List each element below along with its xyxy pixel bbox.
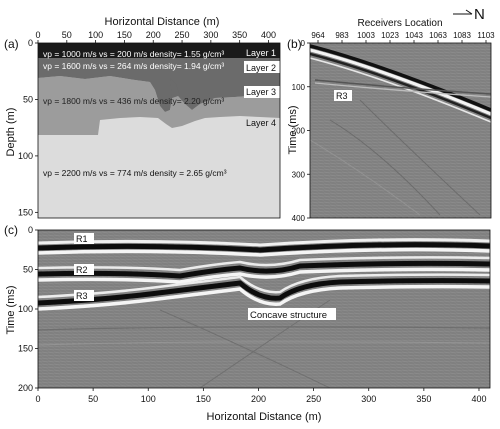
panel-b: (b) Receivers Location Time (ms) R3 964 9… (287, 18, 495, 223)
panel-c-label: (c) (4, 223, 18, 237)
panel-a-title: Horizontal Distance (m) (105, 16, 220, 28)
panel-a-ytick-label: 50 (23, 94, 33, 104)
panel-b-xtick-label: 1103 (477, 31, 495, 40)
panel-c-ytick-label: 150 (18, 344, 33, 354)
panel-c-xtick-label: 200 (251, 394, 266, 404)
event-r2-label: R2 (76, 265, 88, 275)
panel-c-ytick-label: 50 (23, 265, 33, 275)
panel-c-xtick-label: 150 (196, 394, 211, 404)
panel-a-xtick-label: 100 (88, 30, 103, 40)
layer-3-region (38, 76, 280, 135)
panel-c-ytick-label: 200 (18, 383, 33, 393)
north-arrow: N (453, 6, 485, 23)
panel-a-label: (a) (4, 37, 19, 51)
panel-c-xtick-label: 350 (416, 394, 431, 404)
panel-c-ylabel: Time (ms) (5, 285, 17, 334)
panel-a-xtick-label: 350 (232, 30, 247, 40)
panel-a-xtick-label: 300 (203, 30, 218, 40)
panel-c-xtick-label: 0 (35, 394, 40, 404)
svg-text:Layer 4: Layer 4 (246, 118, 276, 128)
layer-4-props: vp = 2200 m/s vs = 774 m/s density = 2.6… (43, 168, 227, 178)
svg-text:Layer 3: Layer 3 (246, 87, 276, 97)
panel-a-ylabel: Depth (m) (5, 108, 17, 157)
panel-a-xtick-label: 400 (261, 30, 276, 40)
panel-b-xtick-label: 1043 (405, 31, 423, 40)
layer-1-region (38, 43, 280, 58)
layer-4-tag: Layer 4 (246, 118, 276, 128)
panel-b-title: Receivers Location (357, 18, 442, 29)
layer-2-tag: Layer 2 (244, 61, 280, 73)
panel-c-section (38, 238, 490, 388)
panel-a-xtick-label: 150 (117, 30, 132, 40)
svg-text:Layer 1: Layer 1 (246, 48, 276, 58)
panel-a-xtick-label: 250 (175, 30, 190, 40)
panel-c-ytick-label: 0 (28, 225, 33, 235)
panel-b-xtick-label: 1003 (357, 31, 375, 40)
panel-c-xtick-label: 250 (306, 394, 321, 404)
panel-b-xtick-label: 1023 (381, 31, 399, 40)
layer-3-props: vp = 1800 m/s vs = 436 m/s density= 2.20… (43, 96, 224, 106)
panel-c-ytick-label: 100 (18, 304, 33, 314)
panel-b-ytick-label: 400 (292, 214, 306, 223)
panel-a: (a) Horizontal Distance (m) Depth (m) vp… (4, 16, 281, 219)
panel-c-yticks: 0 50 100 150 200 (18, 225, 38, 393)
panel-b-ytick-label: 100 (292, 83, 306, 92)
concave-structure-annotation: Concave structure (250, 310, 327, 321)
panel-b-ytick-label: 0 (301, 39, 306, 48)
north-letter: N (474, 6, 485, 23)
panel-a-yticks: 0 50 100 150 (18, 38, 38, 217)
panel-a-xticks: 0 50 100 150 200 250 300 350 400 (35, 30, 276, 43)
panel-b-r3-label: R3 (336, 91, 348, 101)
panel-c-xlabel: Horizontal Distance (m) (207, 411, 322, 423)
layer-3-tag: Layer 3 (244, 86, 280, 98)
panel-c-xtick-label: 400 (471, 394, 486, 404)
panel-c-xticks: 0 50 100 150 200 250 300 350 400 (35, 388, 486, 404)
svg-text:Layer 2: Layer 2 (246, 63, 276, 73)
panel-a-xtick-label: 0 (35, 30, 40, 40)
panel-b-xtick-label: 1063 (429, 31, 447, 40)
panel-b-ytick-label: 200 (292, 127, 306, 136)
layer-2-props: vp = 1600 m/s vs = 264 m/s density= 1.94… (43, 61, 224, 71)
panel-b-xtick-label: 983 (335, 31, 349, 40)
panel-b-yticks: 0 100 200 300 400 (292, 39, 310, 223)
panel-b-xtick-label: 1083 (453, 31, 471, 40)
panel-a-ytick-label: 0 (28, 38, 33, 48)
panel-a-xtick-label: 200 (146, 30, 161, 40)
panel-b-label: (b) (287, 37, 302, 51)
panel-b-ytick-label: 300 (292, 170, 306, 179)
layer-1-tag: Layer 1 (244, 47, 280, 58)
panel-c-xtick-label: 100 (141, 394, 156, 404)
event-r3-label: R3 (76, 291, 88, 301)
panel-c-xtick-label: 50 (88, 394, 98, 404)
layer-1-props: vp = 1000 m/s vs = 200 m/s density= 1.55… (43, 49, 224, 59)
event-r1-label: R1 (76, 234, 88, 244)
layer-2-region (38, 58, 280, 112)
panel-b-gather (310, 44, 491, 216)
panel-a-ytick-label: 100 (18, 151, 33, 161)
panel-a-ytick-label: 150 (18, 207, 33, 217)
panel-c: (c) Time (ms) Horizontal Distance (m) R1 (4, 223, 491, 423)
panel-b-ylabel: Time (ms) (287, 105, 299, 154)
panel-b-xtick-label: 964 (311, 31, 325, 40)
panel-c-xtick-label: 300 (361, 394, 376, 404)
panel-b-xticks: 964 983 1003 1023 1043 1063 1083 1103 (311, 31, 495, 43)
panel-a-xtick-label: 50 (62, 30, 72, 40)
